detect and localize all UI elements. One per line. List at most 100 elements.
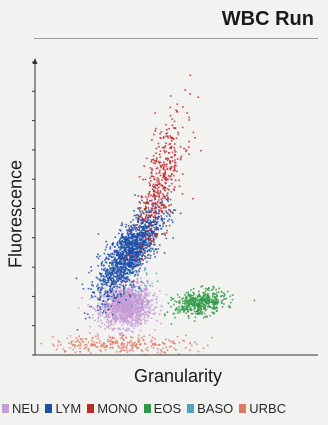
data-point [155, 127, 157, 130]
data-point [107, 298, 110, 300]
data-point [132, 229, 134, 231]
data-point [111, 337, 114, 340]
data-point [133, 214, 136, 217]
data-point [116, 285, 118, 288]
data-point [108, 291, 111, 294]
data-point [122, 243, 124, 245]
data-point [142, 318, 144, 320]
data-point [131, 299, 133, 302]
data-point [119, 266, 121, 269]
data-point [154, 162, 156, 165]
data-point [212, 288, 214, 290]
data-point [116, 300, 118, 302]
data-point [160, 201, 162, 204]
data-point [111, 341, 114, 343]
data-point [120, 332, 123, 334]
data-point [147, 234, 150, 237]
data-point [105, 326, 108, 328]
data-point [158, 313, 161, 315]
data-point [219, 295, 222, 298]
data-point [122, 263, 124, 266]
data-point [187, 310, 189, 312]
data-point [142, 248, 145, 251]
data-point [112, 243, 114, 245]
data-point [114, 290, 117, 292]
data-point [192, 291, 195, 294]
data-point [108, 271, 111, 273]
data-point [122, 266, 125, 269]
data-point [161, 165, 164, 167]
data-point [181, 193, 184, 195]
data-point [154, 234, 157, 236]
data-point [189, 296, 191, 299]
data-point [139, 329, 142, 332]
data-point [131, 238, 133, 240]
data-point [116, 283, 119, 286]
data-point [175, 164, 177, 167]
data-point [115, 272, 118, 274]
data-point [130, 308, 132, 311]
legend-item-urbc: URBC [239, 401, 286, 416]
data-point [151, 339, 153, 342]
data-point [122, 316, 124, 319]
data-point [120, 284, 123, 287]
data-point [133, 327, 135, 329]
data-point [108, 292, 110, 295]
data-point [146, 349, 149, 352]
data-point [111, 296, 113, 299]
data-point [125, 246, 128, 248]
data-point [135, 230, 137, 232]
data-point [212, 307, 214, 310]
data-point [126, 306, 129, 309]
data-point [167, 212, 169, 215]
data-point [120, 344, 123, 346]
data-point [229, 295, 232, 297]
data-point [136, 343, 138, 345]
data-point [200, 149, 202, 152]
data-point [100, 344, 103, 346]
data-point [121, 298, 124, 301]
data-point [113, 305, 115, 307]
data-point [146, 200, 148, 203]
data-point [127, 234, 129, 236]
data-point [182, 339, 184, 342]
data-point [133, 262, 136, 265]
data-point [123, 258, 126, 260]
data-point [112, 297, 114, 300]
data-point [147, 226, 150, 229]
data-point [99, 296, 101, 299]
data-point [165, 165, 168, 168]
data-point [91, 291, 94, 293]
data-point [130, 325, 132, 328]
data-point [104, 267, 106, 270]
data-point [110, 262, 112, 264]
data-point [151, 234, 154, 237]
data-point [153, 344, 156, 346]
data-point [213, 302, 215, 305]
data-point [126, 252, 129, 254]
data-point [132, 242, 134, 244]
data-point [132, 263, 135, 266]
data-point [151, 209, 154, 212]
data-point [104, 279, 107, 282]
data-point [209, 306, 211, 308]
data-point [147, 217, 150, 220]
data-point [129, 285, 131, 287]
data-point [183, 147, 185, 150]
data-point [135, 310, 138, 312]
data-point [162, 207, 165, 209]
data-point [125, 276, 128, 279]
data-point [152, 224, 155, 226]
data-point [164, 173, 167, 175]
data-point [106, 311, 109, 314]
data-point [133, 270, 135, 273]
data-point [152, 219, 155, 221]
data-point [141, 219, 144, 221]
data-point [131, 318, 134, 320]
data-point [99, 278, 101, 281]
data-point [108, 258, 110, 261]
data-point [124, 301, 126, 304]
data-point [177, 310, 180, 312]
data-point [143, 242, 145, 244]
data-point [155, 202, 158, 204]
